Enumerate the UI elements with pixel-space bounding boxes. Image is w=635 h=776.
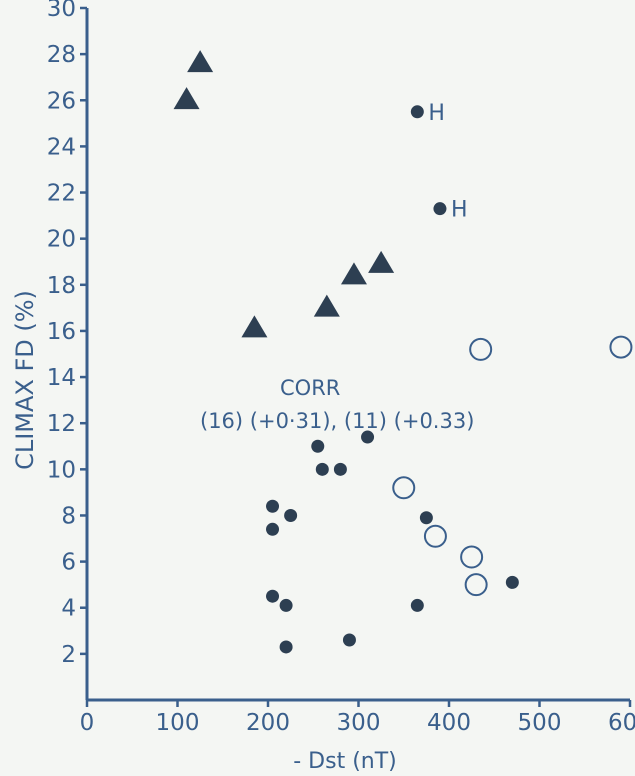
data-points: HH [173, 50, 633, 654]
axes [85, 8, 630, 702]
y-tick-label: 20 [47, 227, 76, 253]
y-tick-label: 4 [61, 596, 76, 622]
point-label-h: H [428, 101, 445, 126]
y-axis-label: CLIMAX FD (%) [11, 290, 39, 470]
filled-circle-point [342, 633, 356, 647]
y-tick-label: 26 [47, 88, 76, 114]
y-tick-label: 6 [61, 550, 76, 576]
filled-circle-point [279, 598, 293, 612]
annotation-corr: CORR [280, 376, 340, 400]
filled-circle-point [266, 522, 280, 536]
labels: - Dst (nT) CLIMAX FD (%) CORR (16) (+0·3… [11, 290, 474, 774]
triangle-point [187, 50, 214, 73]
y-tick-label: 28 [47, 42, 76, 68]
y-tick-label: 18 [47, 273, 76, 299]
open-circle-point [392, 476, 416, 500]
y-tick-label: 8 [61, 503, 76, 529]
filled-circle-point [505, 575, 519, 589]
triangle-point [340, 262, 367, 285]
y-tick-label: 22 [47, 181, 76, 207]
open-circle-point [423, 524, 447, 548]
x-tick-label: 400 [427, 710, 471, 736]
annotation-corr-values: (16) (+0·31), (11) (+0.33) [200, 409, 474, 433]
open-circle-point [464, 573, 488, 597]
x-tick-label: 100 [156, 710, 200, 736]
filled-circle-point [361, 430, 375, 444]
x-tick-label: 500 [518, 710, 562, 736]
y-tick-label: 12 [47, 411, 76, 437]
point-label-h: H [451, 198, 468, 223]
triangle-point [173, 87, 200, 110]
y-tick-label: 2 [61, 642, 76, 668]
x-axis-label: - Dst (nT) [293, 749, 397, 772]
filled-circle-point [279, 640, 293, 654]
filled-circle-point [410, 598, 424, 612]
x-tick-label: 600 [608, 710, 635, 736]
open-circle-point [469, 337, 493, 361]
filled-circle-point [266, 499, 280, 513]
y-tick-label: 16 [47, 319, 76, 345]
filled-circle-point [266, 589, 280, 603]
filled-circle-point [410, 105, 424, 119]
triangle-point [241, 315, 268, 338]
y-tick-label: 14 [47, 365, 76, 391]
open-circle-point [609, 335, 633, 359]
open-circle-point [460, 545, 484, 569]
x-tick-label: 200 [246, 710, 290, 736]
triangle-point [368, 250, 395, 273]
y-tick-label: 10 [47, 457, 76, 483]
filled-circle-point [311, 439, 325, 453]
filled-circle-point [315, 462, 329, 476]
filled-circle-point [333, 462, 347, 476]
filled-circle-point [284, 508, 298, 522]
x-tick-label: 300 [337, 710, 381, 736]
filled-circle-point [433, 202, 447, 216]
x-tick-label: 0 [80, 710, 95, 736]
filled-circle-point [419, 511, 433, 525]
triangle-point [313, 294, 340, 317]
y-tick-label: 30 [47, 0, 76, 22]
y-tick-label: 24 [47, 134, 76, 160]
